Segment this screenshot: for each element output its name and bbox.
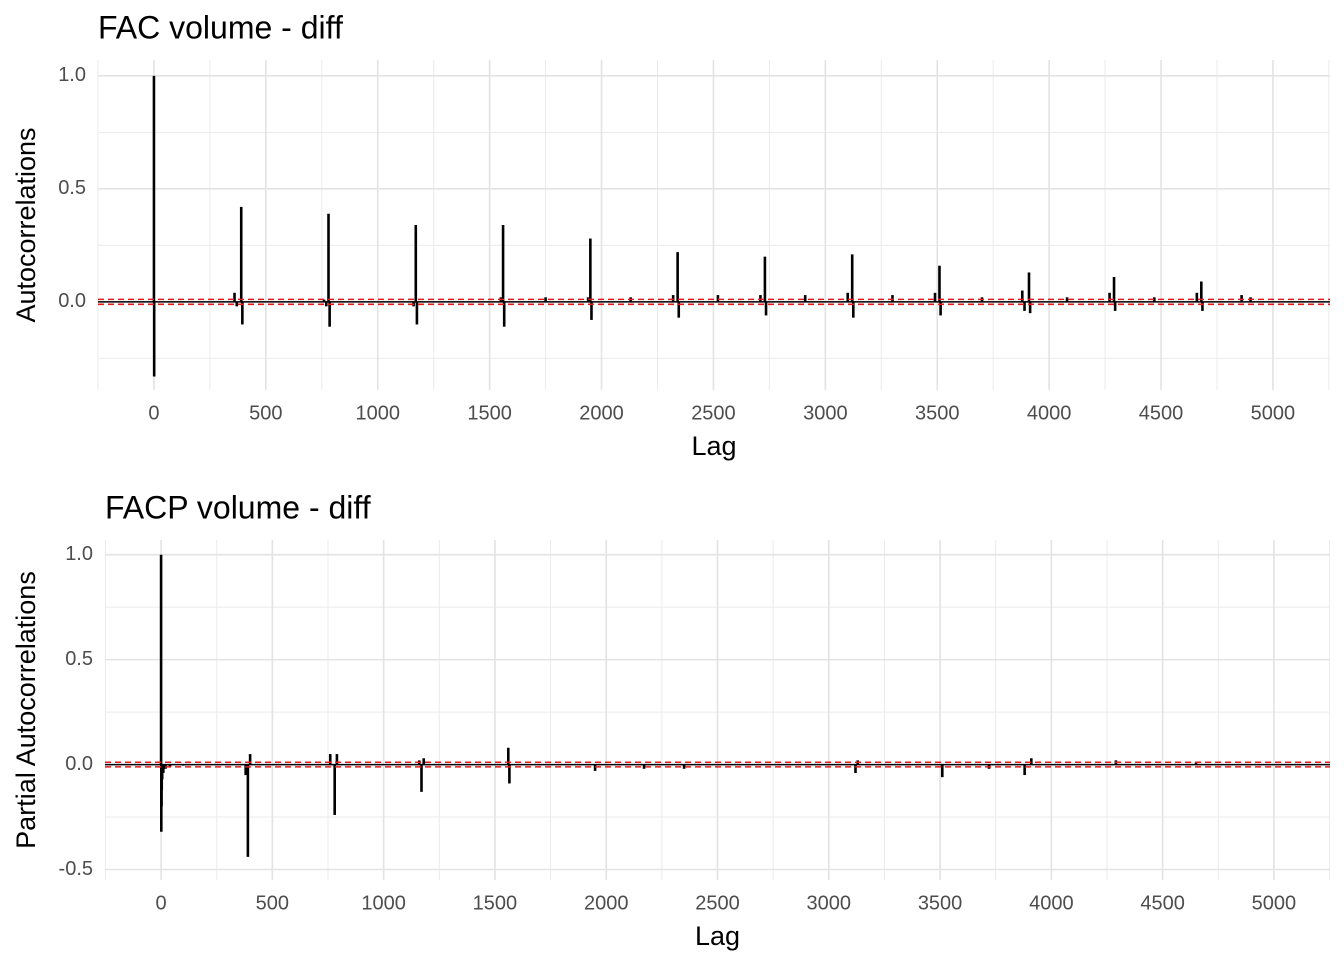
y-tick-label: 1.0 xyxy=(65,543,93,565)
x-tick-label: 1500 xyxy=(467,402,512,424)
x-tick-label: 0 xyxy=(156,892,167,914)
y-axis-title: Partial Autocorrelations xyxy=(11,571,41,849)
x-tick-label: 2500 xyxy=(691,402,736,424)
x-tick-label: 1500 xyxy=(473,892,518,914)
y-tick-label: 0.0 xyxy=(65,753,93,775)
x-axis-title: Lag xyxy=(695,921,740,951)
chart-title: FACP volume - diff xyxy=(105,489,371,525)
x-tick-label: 5000 xyxy=(1251,402,1296,424)
x-tick-label: 4000 xyxy=(1027,402,1072,424)
x-tick-label: 2500 xyxy=(695,892,740,914)
x-tick-label: 5000 xyxy=(1252,892,1297,914)
y-tick-label: 0.5 xyxy=(58,177,86,199)
y-tick-label: 0.5 xyxy=(65,648,93,670)
x-tick-label: 3500 xyxy=(915,402,960,424)
x-tick-label: 3000 xyxy=(803,402,848,424)
x-tick-label: 4500 xyxy=(1139,402,1184,424)
x-axis-title: Lag xyxy=(691,431,736,461)
y-tick-label: 0.0 xyxy=(58,290,86,312)
x-tick-label: 2000 xyxy=(584,892,629,914)
x-tick-label: 1000 xyxy=(361,892,406,914)
x-tick-label: 2000 xyxy=(579,402,624,424)
y-tick-label: 1.0 xyxy=(58,64,86,86)
x-tick-label: 1000 xyxy=(355,402,400,424)
chart-title: FAC volume - diff xyxy=(98,9,343,45)
x-tick-label: 3500 xyxy=(918,892,963,914)
x-tick-label: 4000 xyxy=(1029,892,1074,914)
x-tick-label: 4500 xyxy=(1140,892,1185,914)
x-tick-label: 500 xyxy=(249,402,282,424)
y-tick-label: -0.5 xyxy=(59,858,93,880)
x-tick-label: 500 xyxy=(256,892,289,914)
y-axis-title: Autocorrelations xyxy=(11,127,41,322)
x-tick-label: 0 xyxy=(148,402,159,424)
x-tick-label: 3000 xyxy=(807,892,852,914)
